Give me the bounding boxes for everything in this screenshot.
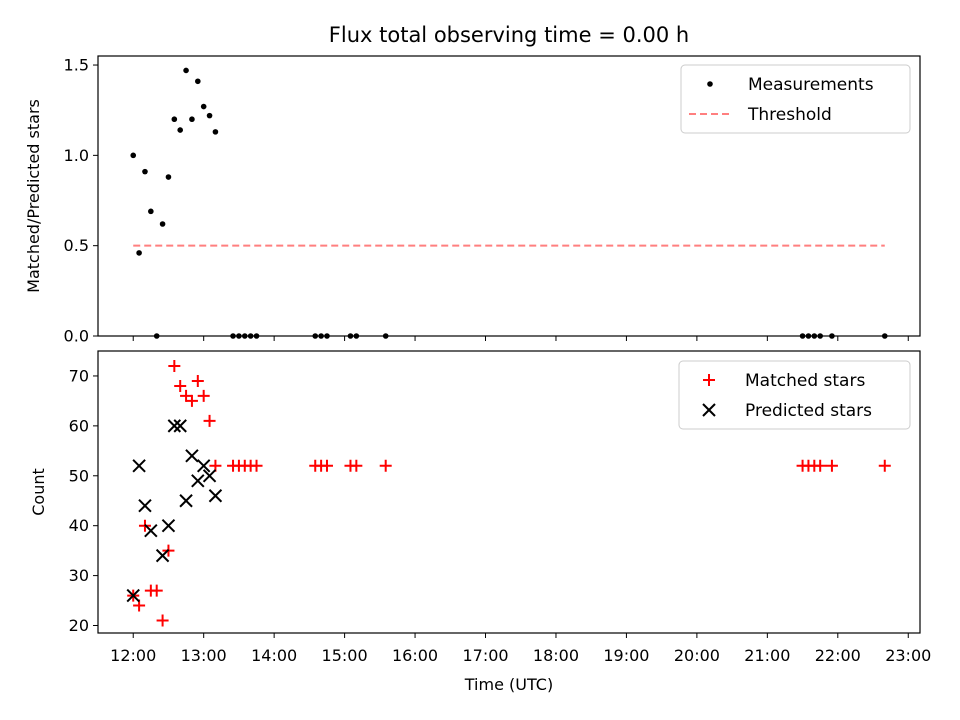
xtick-label: 17:00 [462,646,508,665]
measurement-point [206,112,213,119]
predicted-star-point [179,494,193,508]
bottom-ytick-label: 30 [69,566,89,585]
bottom-panel-ticks: 20 30 40 50 60 70 12:00 13:00 14:00 15:00 16:00 17:… [69,366,932,665]
predicted-star-point [185,449,199,463]
bottom-panel-ylabel: Count [29,468,48,516]
matched-star-point [185,394,198,407]
measurement-point [177,127,183,133]
matched-star-point [168,359,181,372]
top-ytick-label: 1.5 [64,56,89,75]
predicted-star-point [132,459,146,473]
matched-star-point [191,374,204,387]
bottom-ytick-label: 20 [69,616,89,635]
xtick-label: 21:00 [744,646,790,665]
xtick-label: 13:00 [181,646,227,665]
matched-star-point [825,459,838,472]
top-panel-frame [97,55,921,337]
matched-star-point [197,389,210,402]
measurement-point [171,116,178,123]
top-panel-marks [130,67,888,339]
bottom-ytick-label: 50 [69,466,89,485]
top-ytick-label: 0.5 [64,236,89,255]
measurement-point [130,152,137,159]
legend-threshold-label: Threshold [747,105,832,125]
xtick-label: 19:00 [603,646,649,665]
predicted-star-point [191,474,205,488]
matched-star-point [150,584,163,597]
legend-predicted-marker [702,403,716,417]
legend-matched-label: Matched stars [745,371,865,391]
measurement-point [165,174,172,180]
bottom-panel-marks [126,359,891,627]
matched-star-point [174,379,187,392]
predicted-star-point [208,489,223,503]
matched-star-point [203,414,216,427]
predicted-star-point [144,523,158,538]
top-panel: 0.0 0.5 1.0 1.5 Matched/Predicted stars Mea… [24,55,921,346]
measurement-point [212,129,219,135]
xtick-label: 14:00 [251,646,297,665]
matched-star-point [350,459,363,472]
predicted-star-point [196,459,211,473]
bottom-ytick-label: 40 [69,516,89,535]
measurement-point [159,221,166,227]
xtick-label: 18:00 [533,646,579,665]
bottom-legend-box [678,360,911,430]
legend-measurements-marker [707,81,713,87]
measurement-point [189,116,195,123]
top-ytick-label: 0.0 [64,327,89,346]
bottom-panel: 20 30 40 50 60 70 12:00 13:00 14:00 15:00 16:00 17:… [29,350,932,694]
measurement-point [183,67,189,74]
matched-star-point [320,459,333,472]
legend-measurements-label: Measurements [748,75,874,95]
predicted-star-point [161,518,176,533]
top-panel-legend: Measurements Threshold [680,64,911,134]
xtick-label: 15:00 [322,646,368,665]
predicted-star-point [202,469,217,483]
top-panel-ticks: 0.0 0.5 1.0 1.5 [64,56,909,346]
predicted-star-point [138,499,152,513]
measurement-point [136,250,142,256]
bottom-panel-frame [97,350,921,634]
predicted-star-point [155,548,170,563]
xtick-label: 20:00 [674,646,720,665]
xtick-label: 12:00 [110,646,156,665]
bottom-ytick-label: 70 [69,366,89,385]
top-panel-ylabel: Matched/Predicted stars [24,99,43,293]
measurement-point [200,103,207,110]
x-axis-label: Time (UTC) [464,675,553,694]
legend-predicted-label: Predicted stars [745,401,872,421]
chart-title: Flux total observing time = 0.00 h [329,23,689,47]
top-legend-box [680,64,911,134]
legend-matched-marker [703,374,715,386]
measurement-point [195,78,201,85]
matched-star-point [379,459,392,472]
measurement-point [148,208,154,215]
matched-star-point [250,459,263,472]
measurement-point [142,168,148,175]
predicted-star-point [173,419,187,433]
predicted-star-point [167,419,182,433]
xtick-label: 22:00 [815,646,861,665]
bottom-ytick-label: 60 [69,416,89,435]
bottom-panel-legend: Matched stars Predicted stars [678,360,911,430]
top-ytick-label: 1.0 [64,146,89,165]
matched-star-point [878,459,891,472]
xtick-label: 16:00 [392,646,438,665]
xtick-label: 23:00 [885,646,931,665]
predicted-star-point [126,588,140,603]
matched-star-point [814,459,827,472]
matched-star-point [156,614,169,627]
